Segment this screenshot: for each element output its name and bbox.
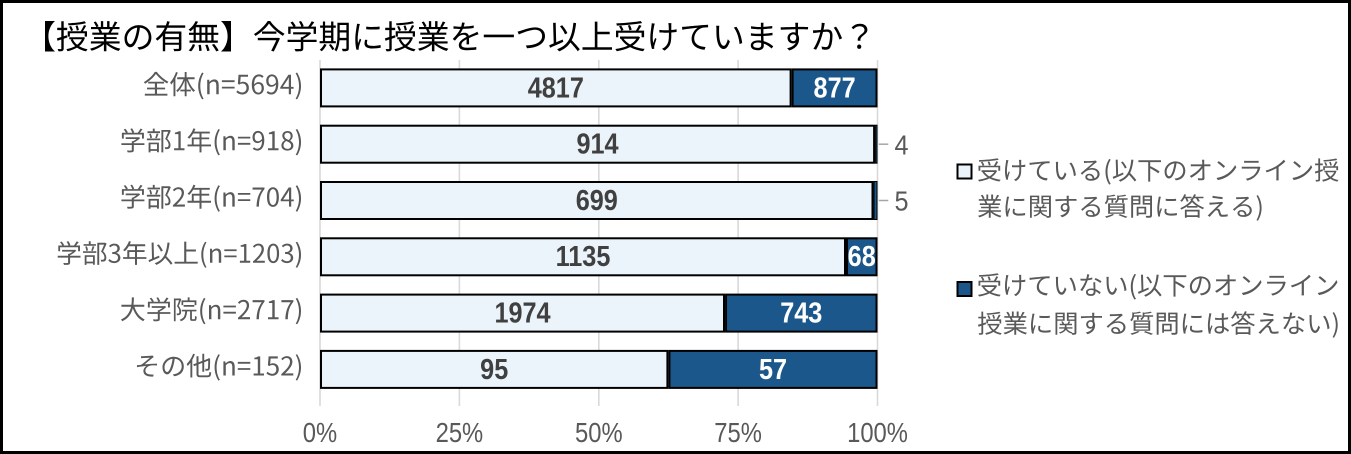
svg-text:743: 743 (780, 296, 822, 329)
svg-text:75%: 75% (714, 416, 762, 448)
svg-text:1974: 1974 (494, 296, 550, 329)
svg-text:100%: 100% (847, 416, 908, 448)
svg-text:4817: 4817 (528, 71, 584, 104)
svg-text:4: 4 (894, 129, 908, 161)
svg-text:68: 68 (848, 240, 876, 273)
svg-text:1135: 1135 (556, 240, 611, 273)
svg-text:699: 699 (576, 183, 618, 216)
svg-text:5: 5 (894, 185, 908, 217)
svg-text:877: 877 (814, 71, 856, 104)
svg-text:57: 57 (759, 352, 787, 385)
svg-text:25%: 25% (436, 416, 484, 448)
svg-text:0%: 0% (303, 416, 337, 448)
svg-text:95: 95 (480, 352, 508, 385)
svg-text:50%: 50% (575, 416, 623, 448)
svg-text:914: 914 (576, 127, 618, 160)
